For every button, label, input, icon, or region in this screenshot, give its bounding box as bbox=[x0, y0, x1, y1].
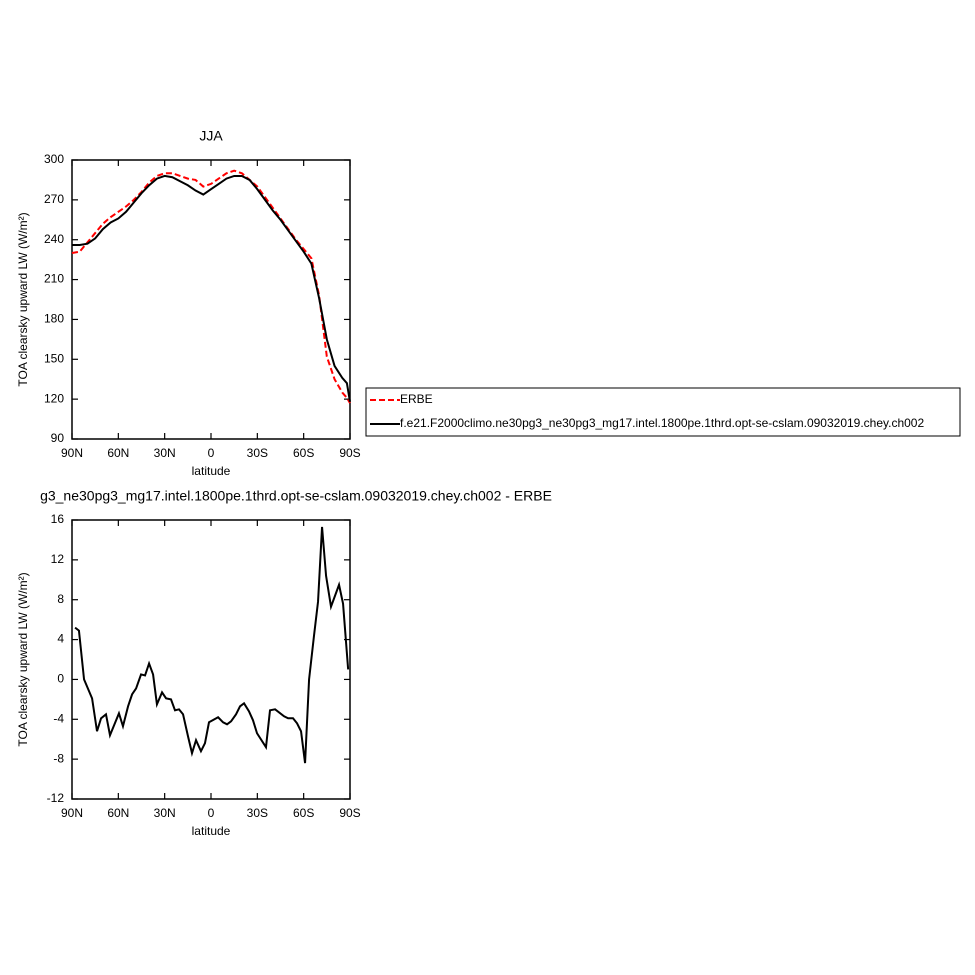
chart-title: g3_ne30pg3_mg17.intel.1800pe.1thrd.opt-s… bbox=[40, 488, 552, 504]
x-tick-label: 30S bbox=[247, 446, 268, 460]
y-tick-label: 4 bbox=[57, 632, 64, 646]
x-axis-label: latitude bbox=[192, 464, 231, 478]
y-tick-label: 240 bbox=[44, 232, 64, 246]
y-axis-label: TOA clearsky upward LW (W/m²) bbox=[16, 212, 30, 386]
x-tick-label: 0 bbox=[208, 446, 215, 460]
x-tick-label: 30S bbox=[247, 806, 268, 820]
legend-label: ERBE bbox=[400, 392, 433, 406]
x-tick-label: 90N bbox=[61, 446, 83, 460]
data-line bbox=[74, 526, 350, 764]
x-tick-label: 30N bbox=[154, 806, 176, 820]
x-tick-label: 90N bbox=[61, 806, 83, 820]
plot-frame bbox=[71, 159, 351, 440]
chart-title: JJA bbox=[199, 128, 223, 144]
data-line bbox=[71, 169, 351, 404]
y-tick-label: 150 bbox=[44, 351, 64, 365]
y-tick-label: 210 bbox=[44, 272, 64, 286]
x-tick-label: 90S bbox=[339, 446, 360, 460]
y-tick-label: 270 bbox=[44, 192, 64, 206]
plot-frame bbox=[71, 519, 351, 800]
x-tick-label: 90S bbox=[339, 806, 360, 820]
y-tick-label: -4 bbox=[53, 711, 64, 725]
y-axis-label: TOA clearsky upward LW (W/m²) bbox=[16, 572, 30, 746]
data-line bbox=[72, 174, 351, 402]
x-axis-label: latitude bbox=[192, 824, 231, 838]
y-tick-label: 12 bbox=[51, 552, 65, 566]
x-tick-label: 60N bbox=[107, 446, 129, 460]
x-tick-label: 60S bbox=[293, 446, 314, 460]
y-tick-label: 8 bbox=[57, 592, 64, 606]
y-tick-label: 16 bbox=[51, 512, 65, 526]
x-tick-label: 60S bbox=[293, 806, 314, 820]
y-tick-label: 180 bbox=[44, 312, 64, 326]
y-tick-label: 300 bbox=[44, 152, 64, 166]
y-tick-label: 90 bbox=[51, 431, 65, 445]
y-tick-label: 120 bbox=[44, 391, 64, 405]
x-tick-label: 0 bbox=[208, 806, 215, 820]
y-tick-label: -8 bbox=[53, 751, 64, 765]
x-tick-label: 60N bbox=[107, 806, 129, 820]
legend-label: f.e21.F2000climo.ne30pg3_ne30pg3_mg17.in… bbox=[400, 416, 924, 430]
y-tick-label: 0 bbox=[57, 672, 64, 686]
y-tick-label: -12 bbox=[47, 791, 65, 805]
legend-box bbox=[365, 387, 961, 437]
x-tick-label: 30N bbox=[154, 446, 176, 460]
